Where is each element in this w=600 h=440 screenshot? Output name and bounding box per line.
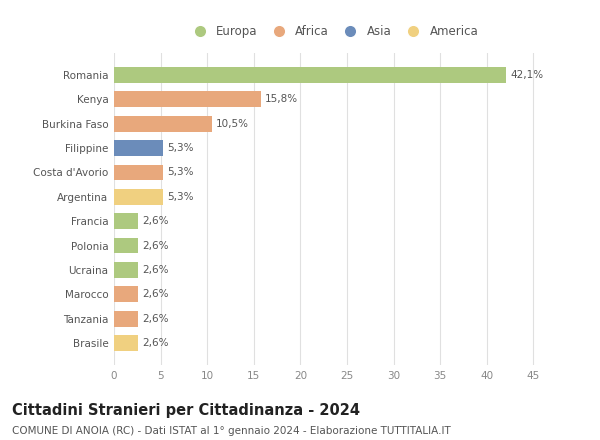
Text: Cittadini Stranieri per Cittadinanza - 2024: Cittadini Stranieri per Cittadinanza - 2… [12, 403, 360, 418]
Bar [114, 335, 138, 351]
Text: 2,6%: 2,6% [142, 338, 169, 348]
Legend: Europa, Africa, Asia, America: Europa, Africa, Asia, America [184, 21, 482, 41]
Bar [114, 262, 138, 278]
Bar [114, 67, 506, 83]
Text: 2,6%: 2,6% [142, 216, 169, 226]
Bar [114, 189, 163, 205]
Text: 5,3%: 5,3% [167, 143, 194, 153]
Bar [114, 165, 163, 180]
Bar [114, 311, 138, 326]
Text: 2,6%: 2,6% [142, 290, 169, 299]
Bar [114, 238, 138, 253]
Text: 15,8%: 15,8% [265, 94, 298, 104]
Text: 2,6%: 2,6% [142, 241, 169, 250]
Text: 2,6%: 2,6% [142, 265, 169, 275]
Bar [114, 92, 261, 107]
Text: COMUNE DI ANOIA (RC) - Dati ISTAT al 1° gennaio 2024 - Elaborazione TUTTITALIA.I: COMUNE DI ANOIA (RC) - Dati ISTAT al 1° … [12, 426, 451, 436]
Bar [114, 140, 163, 156]
Text: 5,3%: 5,3% [167, 168, 194, 177]
Bar [114, 286, 138, 302]
Text: 42,1%: 42,1% [510, 70, 543, 80]
Bar [114, 116, 212, 132]
Bar [114, 213, 138, 229]
Text: 2,6%: 2,6% [142, 314, 169, 324]
Text: 10,5%: 10,5% [215, 119, 248, 128]
Text: 5,3%: 5,3% [167, 192, 194, 202]
